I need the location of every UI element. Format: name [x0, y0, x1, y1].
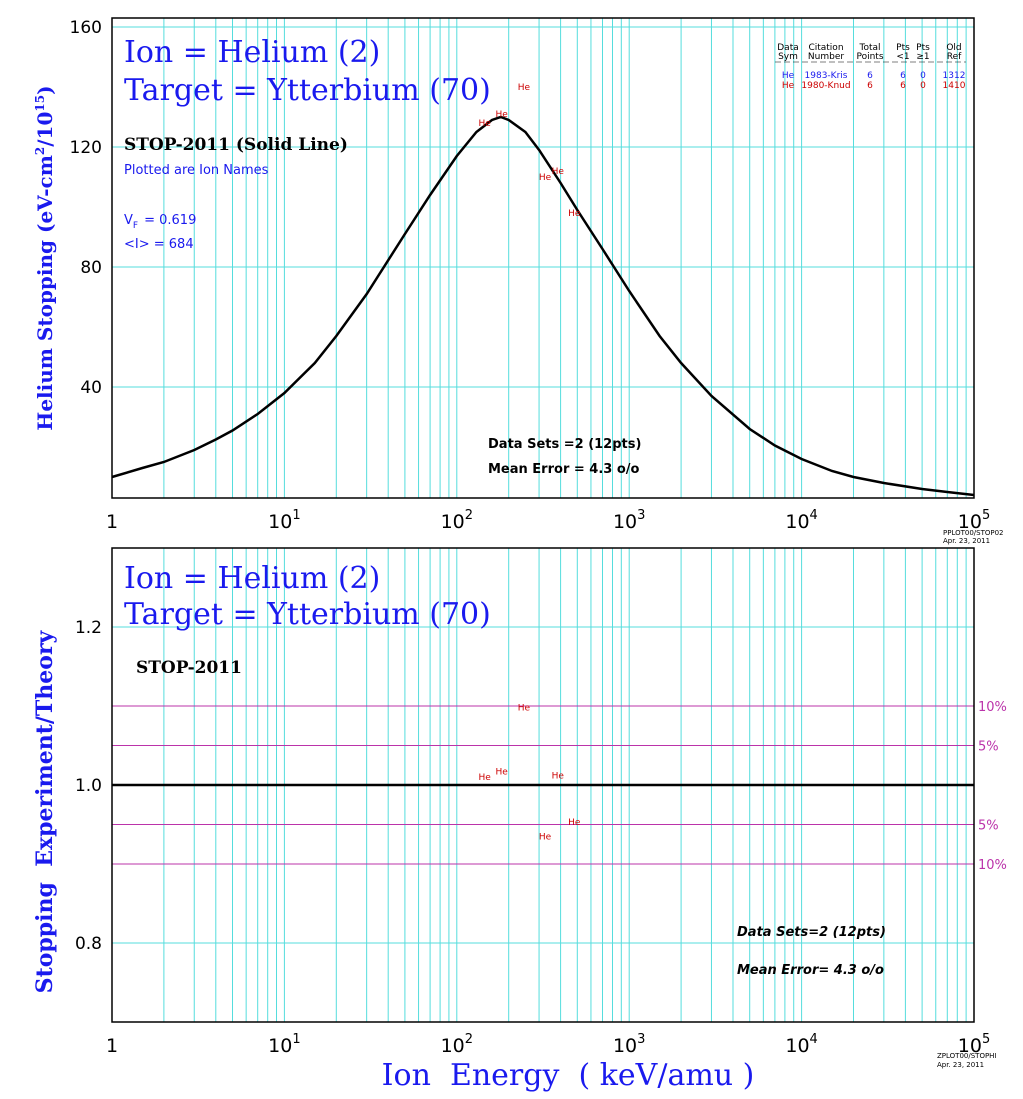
y-tick-label: 120: [70, 138, 102, 158]
data-point-he: He: [568, 209, 581, 219]
x-tick-label: 102: [441, 508, 473, 533]
bottom-y-axis-label: Stopping Experiment/Theory: [32, 629, 58, 993]
top-mean-error: Mean Error = 4.3 o/o: [488, 462, 640, 477]
x-tick-label: 104: [785, 508, 817, 533]
error-band-label: 5%: [978, 819, 999, 834]
legend-row-cell: 1312: [943, 71, 966, 81]
bottom-mean-error: Mean Error= 4.3 o/o: [737, 963, 884, 978]
x-tick-label: 1: [106, 1035, 118, 1057]
error-band-label: 5%: [978, 740, 999, 755]
x-tick-label: 104: [785, 1032, 817, 1057]
bottom-ratio-chart: 0.8 1.0 1.2 1 101 102 103 104 105 He He He He HeHe …: [32, 547, 1007, 1069]
legend-header-cell: ≥1: [916, 52, 929, 62]
plotted-label: Plotted are Ion Names: [124, 163, 269, 178]
y-tick-label: 160: [70, 18, 102, 38]
legend-header-cell: Data: [777, 43, 799, 53]
legend-row-cell: 6: [867, 81, 873, 91]
error-band-labels: 10% 5% 5% 10%: [978, 700, 1007, 873]
mean-i-label: <I> = 684: [124, 237, 194, 252]
top-y-axis-label: Helium Stopping (eV-cm2/1015): [33, 85, 57, 430]
y-tick-label: 1.0: [75, 776, 102, 796]
bottom-title-line2: Target = Ytterbium (70): [124, 597, 491, 632]
x-tick-label: 101: [268, 1032, 300, 1057]
legend-header-cell: <1: [896, 52, 909, 62]
stop-label: STOP-2011 (Solid Line): [124, 135, 348, 155]
vf-label: VF = 0.619: [124, 213, 196, 231]
x-tick-label: 1: [106, 511, 118, 533]
x-axis-title: Ion Energy ( keV/amu ): [382, 1058, 755, 1093]
bottom-footer-line1: ZPLOT00/STOPHI: [937, 1052, 997, 1060]
bottom-y-tick-labels: 0.8 1.0 1.2: [75, 618, 102, 954]
citation-legend: Data Citation Total Pts Pts Old Sym Number Point…: [775, 43, 966, 91]
stop-2011-curve: [111, 115, 975, 497]
y-tick-label: 80: [80, 258, 102, 278]
legend-row-cell: 1983-Kris: [805, 71, 848, 81]
top-plot-frame: [111, 17, 975, 499]
legend-header-cell: Sym: [778, 52, 798, 62]
data-point-he: He: [539, 832, 552, 842]
legend-header-cell: Total: [858, 43, 880, 53]
top-title-line2: Target = Ytterbium (70): [124, 73, 491, 108]
legend-row-cell: 6: [900, 81, 906, 91]
data-point-he: He: [552, 772, 565, 782]
legend-row-cell: 0: [920, 71, 926, 81]
x-tick-label: 103: [613, 1032, 645, 1057]
legend-header-cell: Number: [808, 52, 844, 62]
legend-header-cell: Pts: [916, 43, 930, 53]
top-footer-line1: PPLOT00/STOP02: [943, 529, 1004, 537]
data-point-he: He: [552, 167, 565, 177]
x-tick-label: 103: [613, 508, 645, 533]
legend-header-cell: Citation: [808, 43, 843, 53]
legend-header-cell: Points: [856, 52, 883, 62]
data-point-he: He: [478, 773, 491, 783]
bottom-x-tick-labels: 1 101 102 103 104 105: [106, 1032, 990, 1057]
top-x-tick-labels: 1 101 102 103 104 105: [106, 508, 990, 533]
y-tick-label: 1.2: [75, 618, 102, 638]
legend-row-cell: 6: [867, 71, 873, 81]
top-grid: [112, 18, 974, 498]
legend-header-cell: Ref: [947, 52, 962, 62]
bottom-data-points: He He He He He He: [478, 704, 580, 843]
top-data-sets: Data Sets =2 (12pts): [488, 437, 641, 452]
x-tick-label: 105: [958, 1032, 990, 1057]
bottom-footer-line2: Apr. 23, 2011: [937, 1061, 984, 1069]
top-footer-line2: Apr. 23, 2011: [943, 537, 990, 545]
data-point-he: He: [478, 119, 491, 129]
x-tick-label: 101: [268, 508, 300, 533]
error-band-label: 10%: [978, 700, 1007, 715]
bottom-data-sets: Data Sets=2 (12pts): [737, 925, 886, 940]
data-point-he: He: [568, 818, 581, 828]
legend-row-cell: 1980-Knud: [801, 81, 850, 91]
data-point-he: He: [518, 83, 531, 93]
data-point-he: He: [495, 768, 508, 778]
legend-row-cell: He: [782, 71, 795, 81]
top-y-tick-labels: 40 80 120 160: [70, 18, 102, 398]
legend-row-cell: 6: [900, 71, 906, 81]
bottom-stop-label: STOP-2011: [136, 658, 242, 678]
x-tick-label: 105: [958, 508, 990, 533]
legend-row-cell: 0: [920, 81, 926, 91]
x-tick-label: 102: [441, 1032, 473, 1057]
data-point-he: He: [539, 173, 552, 183]
legend-header-cell: Old: [946, 43, 961, 53]
error-band-lines: [112, 705, 974, 865]
y-tick-label: 40: [80, 378, 102, 398]
legend-row-cell: 1410: [943, 81, 966, 91]
data-point-he: He: [495, 110, 508, 120]
top-title-line1: Ion = Helium (2): [124, 35, 380, 70]
bottom-plot-frame: [111, 547, 975, 1023]
data-point-he: He: [518, 704, 531, 714]
bottom-title-line1: Ion = Helium (2): [124, 561, 380, 596]
error-band-label: 10%: [978, 858, 1007, 873]
legend-header-cell: Pts: [896, 43, 910, 53]
y-tick-label: 0.8: [75, 934, 102, 954]
legend-row-cell: He: [782, 81, 795, 91]
